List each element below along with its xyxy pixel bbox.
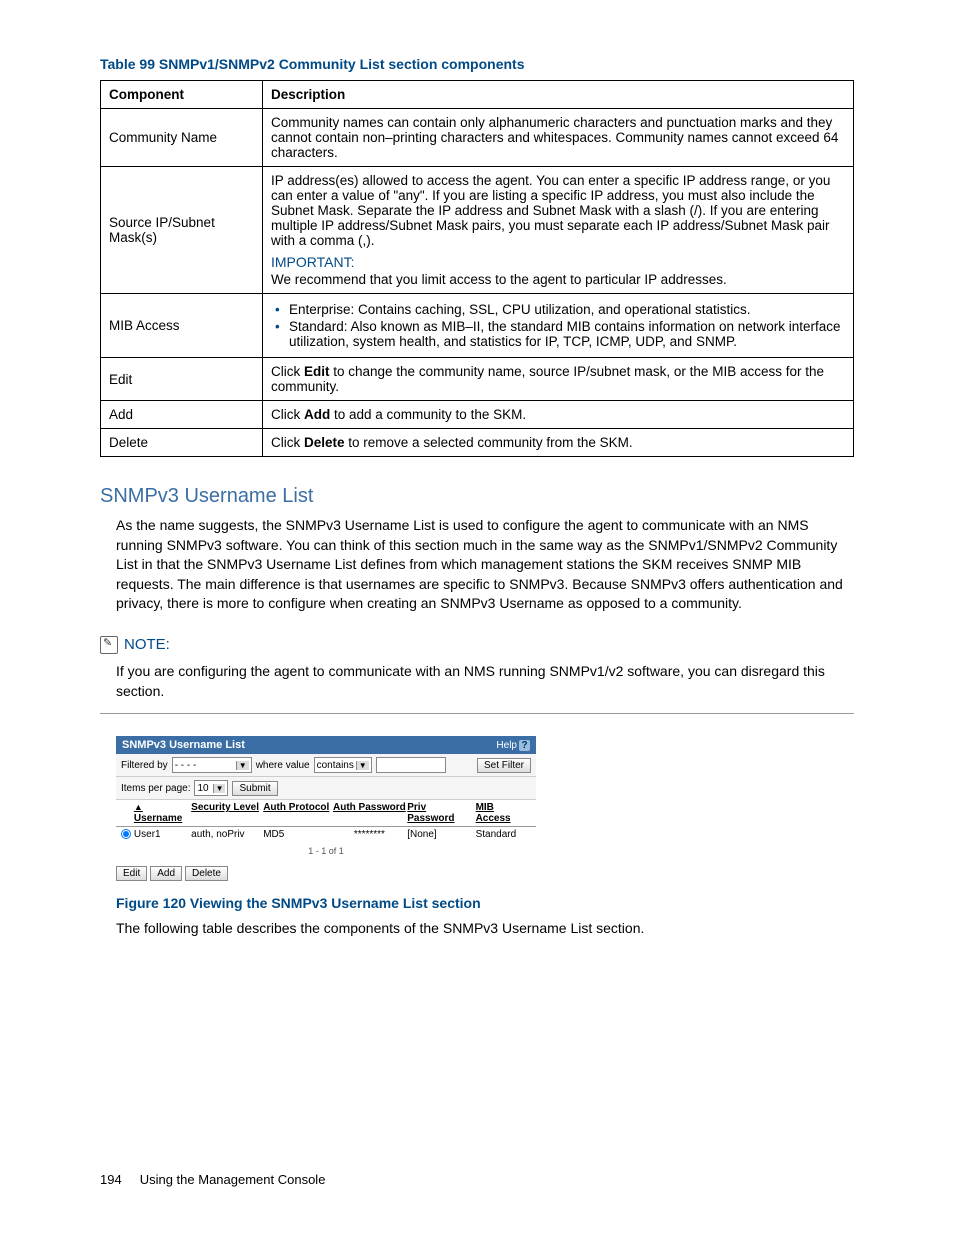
note-icon (100, 636, 118, 654)
table-row: Delete Click Delete to remove a selected… (101, 429, 854, 457)
col-security[interactable]: Security Level (191, 802, 263, 824)
sort-up-icon: ▲ (134, 802, 143, 812)
table-row: User1 auth, noPriv MD5 ******** [None] S… (116, 827, 536, 844)
important-text: We recommend that you limit access to th… (271, 272, 845, 287)
chevron-down-icon: ▼ (356, 761, 369, 770)
cell-priv-password: [None] (407, 829, 475, 842)
filter-op-value: contains (317, 760, 354, 771)
filter-op-select[interactable]: contains▼ (314, 757, 372, 773)
col-username-label: Username (134, 813, 182, 824)
page-number: 194 (100, 1172, 122, 1187)
desc-pre: Click (271, 364, 304, 379)
cell-auth-protocol: MD5 (263, 829, 331, 842)
help-label: Help (496, 740, 517, 751)
panel-title: SNMPv3 Username List (122, 739, 245, 751)
help-link[interactable]: Help ? (496, 740, 530, 751)
table-row: Edit Click Edit to change the community … (101, 358, 854, 401)
delete-button[interactable]: Delete (185, 866, 228, 881)
figure-caption: Figure 120 Viewing the SNMPv3 Username L… (116, 895, 854, 911)
cell-auth-password: ******** (332, 829, 408, 842)
figure-following-text: The following table describes the compon… (116, 919, 854, 939)
cell-label: Delete (101, 429, 263, 457)
col-username[interactable]: ▲ Username (134, 802, 191, 824)
th-description: Description (263, 81, 854, 109)
desc-pre: Click (271, 407, 304, 422)
cell-label: Community Name (101, 109, 263, 167)
filter-field-value: - - - - (175, 760, 197, 771)
cell-label: Edit (101, 358, 263, 401)
where-label: where value (256, 760, 310, 771)
list-item: Enterprise: Contains caching, SSL, CPU u… (289, 302, 845, 317)
note-divider (100, 713, 854, 714)
col-mib-access[interactable]: MIB Access (476, 802, 531, 824)
components-table: Component Description Community Name Com… (100, 80, 854, 457)
cell-label: Source IP/Subnet Mask(s) (101, 167, 263, 294)
help-icon: ? (519, 740, 530, 751)
filter-field-select[interactable]: - - - - ▼ (172, 757, 252, 773)
list-item: Standard: Also known as MIB–II, the stan… (289, 319, 845, 349)
table-row: Community Name Community names can conta… (101, 109, 854, 167)
chevron-down-icon: ▼ (236, 761, 249, 770)
desc-post: to add a community to the SKM. (330, 407, 526, 422)
filter-value-input[interactable] (376, 757, 446, 773)
cell-mib-access: Standard (476, 829, 531, 842)
add-button[interactable]: Add (150, 866, 182, 881)
table-caption: Table 99 SNMPv1/SNMPv2 Community List se… (100, 56, 854, 72)
chevron-down-icon: ▼ (213, 784, 226, 793)
cell-username: User1 (134, 829, 191, 842)
cell-desc: Click Add to add a community to the SKM. (263, 401, 854, 429)
cell-desc: IP address(es) allowed to access the age… (263, 167, 854, 294)
cell-security: auth, noPriv (191, 829, 263, 842)
desc-bold: Delete (304, 435, 345, 450)
desc-pre: Click (271, 435, 304, 450)
section-heading: SNMPv3 Username List (100, 485, 854, 508)
table-row: MIB Access Enterprise: Contains caching,… (101, 294, 854, 358)
table-row: Add Click Add to add a community to the … (101, 401, 854, 429)
cell-desc: Click Edit to change the community name,… (263, 358, 854, 401)
items-per-page-select[interactable]: 10 ▼ (194, 780, 228, 796)
pager-text: 1 - 1 of 1 (116, 844, 536, 862)
desc-bold: Edit (304, 364, 330, 379)
important-label: IMPORTANT: (271, 254, 845, 270)
cell-desc: Click Delete to remove a selected commun… (263, 429, 854, 457)
desc-post: to remove a selected community from the … (345, 435, 633, 450)
note-text: If you are configuring the agent to comm… (116, 662, 854, 701)
cell-desc: Enterprise: Contains caching, SSL, CPU u… (263, 294, 854, 358)
filter-label: Filtered by (121, 760, 168, 771)
row-radio[interactable] (121, 829, 131, 839)
chapter-title: Using the Management Console (140, 1172, 326, 1187)
section-paragraph: As the name suggests, the SNMPv3 Usernam… (116, 516, 854, 614)
col-auth-password[interactable]: Auth Password (332, 802, 408, 824)
desc-text: IP address(es) allowed to access the age… (271, 173, 830, 248)
table-row: Source IP/Subnet Mask(s) IP address(es) … (101, 167, 854, 294)
submit-button[interactable]: Submit (232, 781, 277, 796)
cell-label: Add (101, 401, 263, 429)
th-component: Component (101, 81, 263, 109)
items-per-page-value: 10 (197, 783, 208, 794)
set-filter-button[interactable]: Set Filter (477, 758, 531, 773)
desc-bold: Add (304, 407, 330, 422)
snmpv3-panel: SNMPv3 Username List Help ? Filtered by … (116, 736, 536, 881)
note-label: NOTE: (124, 636, 170, 653)
table-header-row: ▲ Username Security Level Auth Protocol … (116, 800, 536, 827)
col-priv-password[interactable]: Priv Password (407, 802, 475, 824)
desc-post: to change the community name, source IP/… (271, 364, 824, 394)
items-per-page-label: Items per page: (121, 783, 190, 794)
cell-label: MIB Access (101, 294, 263, 358)
cell-desc: Community names can contain only alphanu… (263, 109, 854, 167)
col-auth-protocol[interactable]: Auth Protocol (263, 802, 331, 824)
edit-button[interactable]: Edit (116, 866, 147, 881)
